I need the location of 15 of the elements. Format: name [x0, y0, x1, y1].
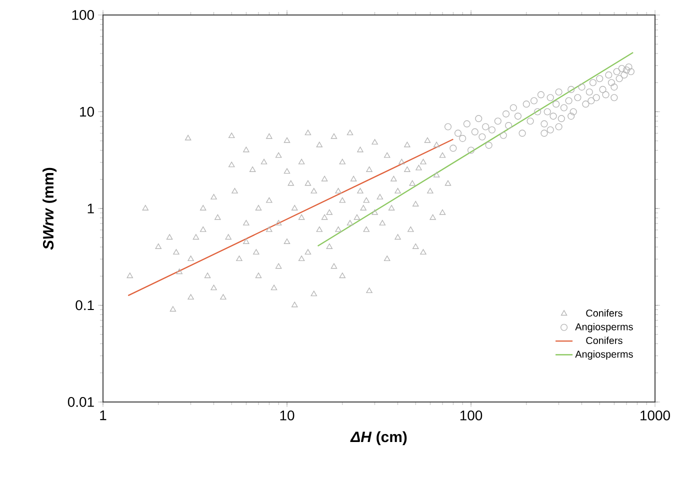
x-tick-label: 1	[100, 410, 106, 420]
legend-label: Conifers	[586, 309, 622, 317]
y-tick-label: 1	[88, 204, 94, 214]
y-tick-label: 10	[80, 106, 94, 117]
legend-label: Angiosperms	[575, 323, 633, 332]
x-tick-label: 1000	[640, 410, 670, 420]
y-tick-label: 100	[72, 10, 94, 20]
x-tick-label: 100	[460, 410, 482, 420]
y-tick-label: 0.1	[76, 300, 94, 310]
y-axis-title: SWrw (mm)	[42, 168, 57, 250]
x-axis-title: ΔH (cm)	[350, 431, 407, 446]
y-tick-label: 0.01	[68, 397, 94, 407]
legend-label: Conifers	[586, 336, 622, 344]
x-tick-label: 10	[280, 410, 294, 420]
legend-label: Angiosperms	[575, 350, 633, 360]
